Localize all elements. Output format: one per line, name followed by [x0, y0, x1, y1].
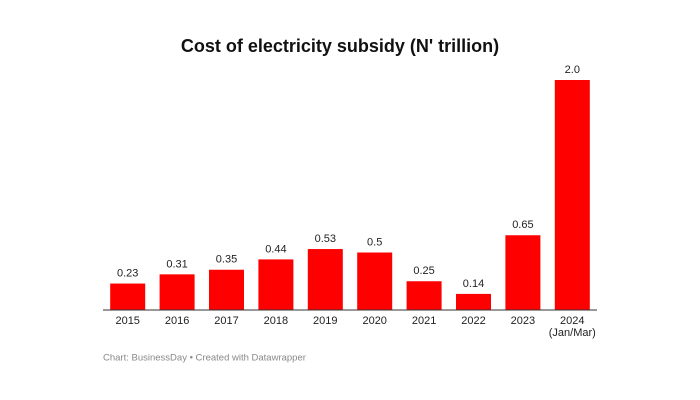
value-label: 0.53: [315, 233, 336, 245]
x-tick-label: 2015: [115, 315, 139, 327]
value-label: 0.31: [166, 258, 187, 270]
x-tick-label: 2021: [412, 315, 436, 327]
bar: [258, 259, 294, 310]
bar: [505, 235, 541, 310]
value-label: 0.65: [512, 219, 533, 231]
bar: [307, 249, 343, 310]
value-label: 0.25: [413, 265, 434, 277]
bar: [456, 293, 491, 310]
x-tick-label: 2017: [214, 315, 238, 327]
chart-title: Cost of electricity subsidy (N' trillion…: [181, 36, 499, 56]
bar: [159, 274, 195, 310]
x-tick-label: 2019: [313, 315, 337, 327]
chart-source: Chart: BusinessDay • Created with Datawr…: [103, 353, 306, 364]
bar: [554, 80, 590, 310]
x-tick-label: 2023: [511, 315, 535, 327]
x-tick-label: 2022: [461, 315, 485, 327]
bar: [406, 281, 442, 310]
bar: [357, 252, 393, 310]
value-label: 0.5: [367, 236, 382, 248]
x-tick-label: 2020: [362, 315, 386, 327]
value-label: 0.44: [265, 243, 286, 255]
value-label: 0.23: [117, 267, 138, 279]
value-label: 0.35: [216, 254, 237, 266]
bar: [110, 283, 146, 310]
x-tick-label: 2018: [264, 315, 288, 327]
x-tick-label: 2016: [165, 315, 189, 327]
bar: [209, 269, 244, 310]
value-label: 2.0: [565, 64, 580, 76]
value-label: 0.14: [463, 278, 484, 290]
x-tick-label: 2024 (Jan/Mar): [549, 315, 596, 339]
